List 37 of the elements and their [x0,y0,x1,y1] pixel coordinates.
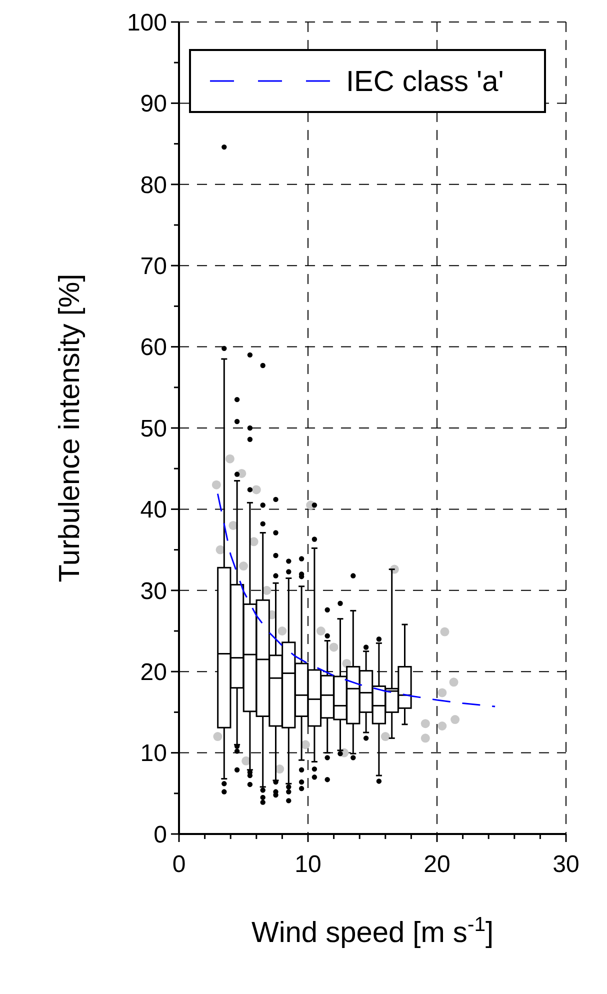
line-series [216,493,496,708]
point [278,626,287,636]
y-tick-label: 50 [140,415,167,442]
y-tick-label: 40 [140,496,167,524]
point [249,537,258,546]
x-tick-label: 0 [172,851,186,878]
point [316,626,326,636]
point [212,480,221,490]
point [213,732,222,742]
point [450,715,460,724]
y-axis-title: Turbulence intensity [%] [54,274,86,582]
point [225,454,234,464]
y-tick-label: 90 [140,90,167,118]
point [239,562,248,571]
y-tick-label: 30 [140,578,167,605]
x-axis-title: Wind speed [m s$^{-1}$] [251,914,494,949]
point [420,719,430,728]
y-tick-label: 100 [126,9,167,36]
point [420,734,430,743]
point [380,732,390,742]
point [228,520,238,530]
y-tick-label: 60 [140,334,167,362]
x-tick-label: 30 [552,851,580,878]
y-tick-label: 20 [140,659,167,686]
legend-label: IEC class 'a' [346,66,504,98]
y-tick-label: 0 [154,821,167,848]
x-tick-label: 10 [294,851,322,878]
y-tick-label: 70 [140,253,167,280]
point [438,688,447,698]
point [329,642,338,652]
point [440,627,450,636]
x-tick-label: 20 [424,851,450,878]
y-tick-label: 80 [140,172,167,199]
point [449,678,458,687]
point [252,485,261,494]
point [438,722,447,731]
y-tick-label: 10 [140,740,167,768]
